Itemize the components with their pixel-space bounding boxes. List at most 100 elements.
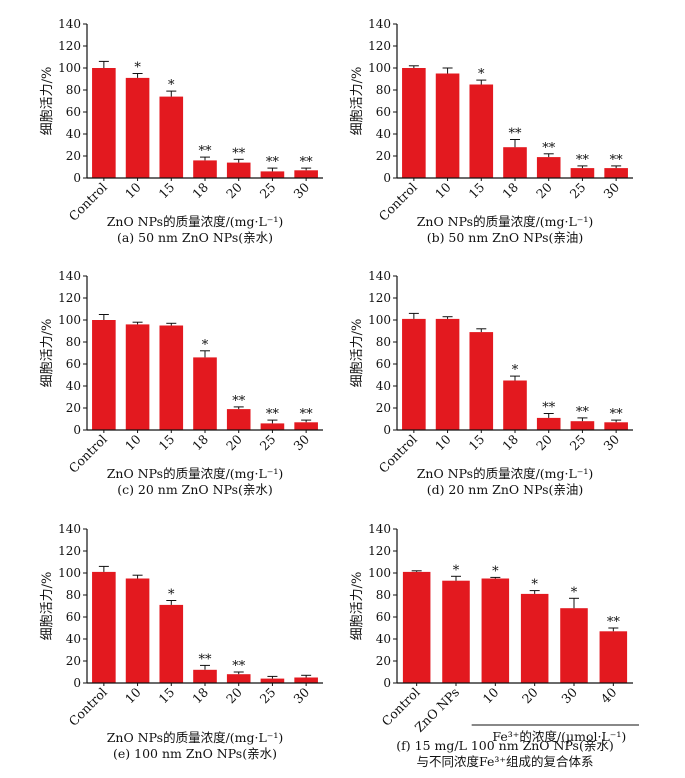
bar [481, 578, 510, 683]
x-tick-label: 10 [122, 684, 144, 706]
y-tick-label: 100 [58, 313, 81, 327]
y-tick-label: 40 [66, 379, 81, 393]
y-tick-label: 0 [73, 676, 81, 690]
x-tick-label: 15 [156, 180, 178, 202]
y-tick-label: 60 [66, 105, 81, 119]
y-tick-label: 60 [376, 105, 391, 119]
significance-mark: ** [266, 407, 280, 422]
significance-mark: ** [300, 155, 314, 170]
x-tick-label: 20 [223, 684, 245, 706]
y-tick-label: 0 [383, 423, 391, 437]
y-tick-label: 120 [368, 39, 391, 53]
significance-mark: ** [610, 407, 624, 422]
y-tick-label: 100 [58, 61, 81, 75]
x-tick-label: 18 [189, 179, 211, 201]
x-axis-label-b: ZnO NPs的质量浓度/(mg·L⁻¹) [416, 214, 594, 229]
bar [92, 571, 116, 683]
x-tick-label: 18 [499, 179, 521, 201]
y-tick-label: 140 [58, 522, 81, 536]
significance-mark: ** [232, 146, 246, 161]
x-tick-label: 15 [466, 432, 488, 454]
bar [260, 423, 285, 430]
y-tick-label: 40 [376, 127, 391, 141]
x-tick-label: 10 [480, 684, 502, 706]
x-tick-label: 20 [533, 179, 555, 201]
caption-e: ZnO NPs的质量浓度/(mg·L⁻¹) (e) 100 nm ZnO NPs… [45, 730, 345, 762]
bar [435, 73, 460, 178]
panel-label-c: (c) 20 nm ZnO NPs(亲水) [117, 482, 273, 497]
bar [442, 580, 470, 683]
significance-mark: * [168, 78, 175, 93]
y-tick-label: 20 [66, 654, 81, 668]
y-tick-label: 60 [376, 357, 391, 371]
y-tick-label: 40 [376, 632, 391, 646]
x-tick-label: 20 [223, 431, 245, 453]
x-tick-label: 30 [290, 431, 312, 453]
y-tick-label: 140 [58, 17, 81, 31]
bar [503, 380, 527, 430]
bar [193, 160, 217, 178]
bar [193, 669, 217, 683]
x-tick-label: 25 [567, 432, 589, 454]
bar [570, 421, 595, 430]
x-tick-label: 30 [558, 684, 580, 706]
y-tick-label: 120 [368, 291, 391, 305]
significance-mark: ** [607, 615, 621, 630]
x-tick-label: 40 [598, 684, 620, 706]
bar [125, 324, 150, 430]
bar [402, 68, 426, 178]
y-tick-label: 40 [66, 632, 81, 646]
x-axis-label-e: ZnO NPs的质量浓度/(mg·L⁻¹) [106, 730, 284, 745]
significance-mark: * [531, 578, 538, 593]
y-tick-label: 120 [58, 291, 81, 305]
y-axis-title: 细胞活力/% [350, 67, 365, 136]
y-tick-label: 120 [58, 544, 81, 558]
bar [536, 417, 561, 430]
significance-mark: ** [509, 127, 523, 142]
significance-mark: ** [199, 144, 213, 159]
significance-mark: ** [576, 405, 590, 420]
significance-mark: ** [542, 401, 556, 416]
y-axis-title: 细胞活力/% [40, 572, 55, 641]
chart-panel-e: 0 20 40 60 80 100 120 140 细胞活力/% Control 10 * 15 ** 18… [40, 522, 323, 729]
y-tick-label: 140 [368, 17, 391, 31]
x-tick-label: 10 [432, 179, 454, 201]
caption-b: ZnO NPs的质量浓度/(mg·L⁻¹) (b) 50 nm ZnO NPs(… [355, 214, 655, 246]
y-tick-label: 80 [66, 588, 81, 602]
x-tick-label: 20 [533, 431, 555, 453]
y-tick-label: 20 [376, 654, 391, 668]
significance-mark: * [492, 564, 499, 579]
y-axis-title: 细胞活力/% [40, 319, 55, 388]
y-axis-title: 细胞活力/% [350, 319, 365, 388]
bar [159, 604, 184, 683]
y-tick-label: 40 [376, 379, 391, 393]
x-tick-label: 15 [156, 432, 178, 454]
x-tick-label: 30 [600, 431, 622, 453]
y-tick-label: 140 [58, 269, 81, 283]
y-tick-label: 120 [368, 544, 391, 558]
x-tick-label: 18 [189, 684, 211, 706]
y-tick-label: 0 [383, 676, 391, 690]
bar [226, 674, 251, 683]
bar [92, 320, 116, 430]
bar [402, 318, 426, 430]
y-tick-label: 0 [73, 171, 81, 185]
significance-mark: ** [542, 141, 556, 156]
bar [193, 357, 217, 430]
y-tick-label: 40 [66, 127, 81, 141]
bar [125, 578, 150, 683]
significance-mark: ** [199, 652, 213, 667]
significance-mark: * [168, 588, 175, 603]
y-tick-label: 60 [66, 610, 81, 624]
y-tick-label: 100 [368, 61, 391, 75]
y-tick-label: 80 [376, 83, 391, 97]
panel-label-a: (a) 50 nm ZnO NPs(亲水) [116, 230, 274, 245]
bar [469, 332, 494, 430]
x-axis-label-c: ZnO NPs的质量浓度/(mg·L⁻¹) [106, 466, 284, 481]
x-tick-label: Control [66, 685, 110, 729]
significance-mark: * [478, 67, 485, 82]
significance-mark: * [134, 61, 141, 76]
